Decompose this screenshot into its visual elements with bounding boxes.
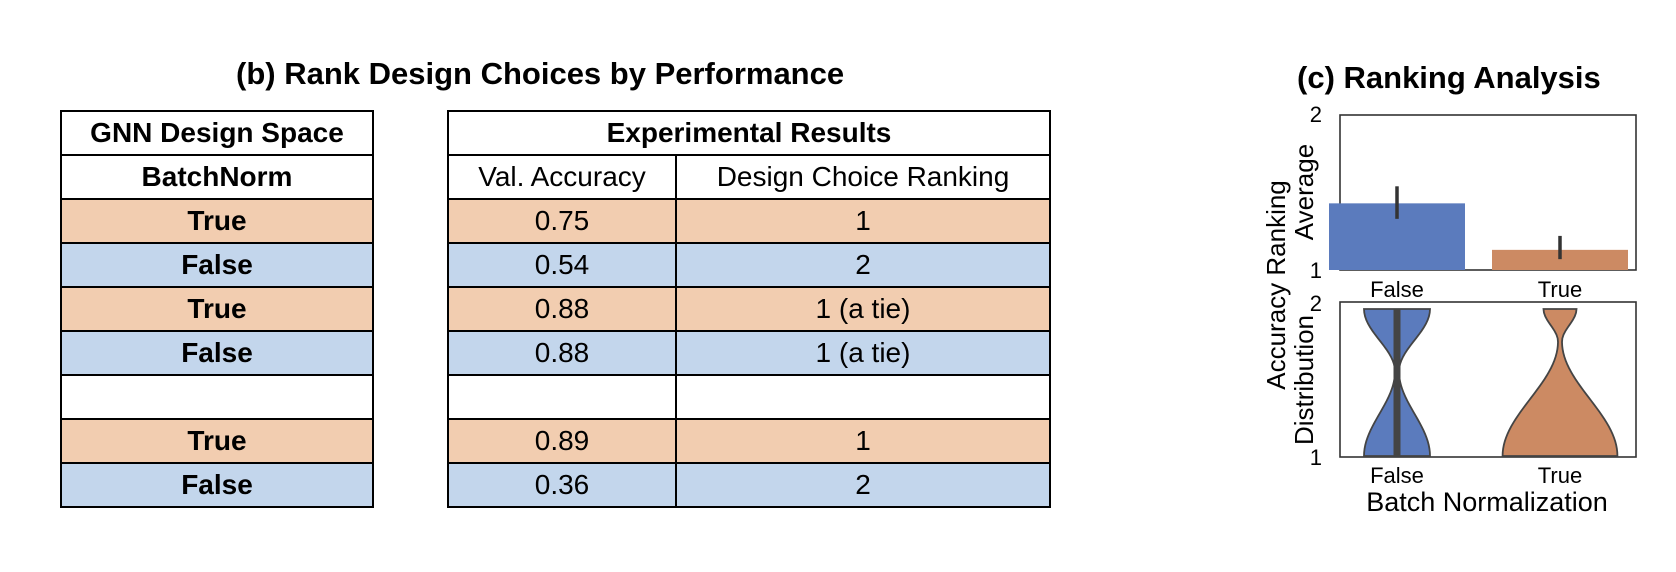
batchnorm-column-header: BatchNorm [60, 154, 374, 200]
accuracy-cell: 0.88 [447, 330, 677, 376]
design-space-cell: False [60, 462, 374, 508]
violin-xtick-label: False [1370, 463, 1424, 488]
accuracy-cell: 0.89 [447, 418, 677, 464]
accuracy-cell-empty [447, 374, 677, 420]
panel-c-title: (c) Ranking Analysis [1297, 60, 1601, 95]
design-space-cell: True [60, 286, 374, 332]
design-space-cell: True [60, 198, 374, 244]
bar-ytick-label: 1 [1310, 258, 1322, 283]
violin-plot-frame [1339, 301, 1637, 458]
accuracy-cell: 0.54 [447, 242, 677, 288]
experimental-results-table: Experimental Results Val. Accuracy Desig… [447, 110, 1051, 508]
val-accuracy-column-header: Val. Accuracy [447, 154, 677, 200]
ranking-cell: 1 [675, 418, 1051, 464]
violin-xtick-label: True [1538, 463, 1582, 488]
average-ranking-bar-chart: 2 1 False True Average [1289, 102, 1637, 302]
bar-plot-frame [1339, 114, 1637, 271]
ranking-cell: 1 [675, 198, 1051, 244]
results-header: Experimental Results [447, 110, 1051, 156]
design-space-cell: False [60, 330, 374, 376]
ranking-cell: 2 [675, 242, 1051, 288]
ranking-cell: 1 (a tie) [675, 286, 1051, 332]
bar-ytick-label: 2 [1310, 102, 1322, 127]
distribution-violin-chart: 2 1 False True Distribution Batch Normal… [1289, 291, 1637, 517]
design-space-header: GNN Design Space [60, 110, 374, 156]
ranking-cell: 1 (a tie) [675, 330, 1051, 376]
violin-ytick-label: 2 [1310, 291, 1322, 316]
shared-ylabel: Accuracy Ranking [1261, 180, 1291, 390]
panel-b-title: (b) Rank Design Choices by Performance [236, 56, 845, 91]
bar-xtick-label: True [1538, 277, 1582, 302]
accuracy-cell: 0.75 [447, 198, 677, 244]
accuracy-cell: 0.88 [447, 286, 677, 332]
chart-xlabel: Batch Normalization [1366, 487, 1608, 517]
ranking-cell: 2 [675, 462, 1051, 508]
design-space-cell-empty [60, 374, 374, 420]
bar-xtick-label: False [1370, 277, 1424, 302]
design-space-table: GNN Design Space BatchNorm True False Tr… [60, 110, 374, 508]
violin-body [1501, 308, 1619, 457]
design-space-cell: True [60, 418, 374, 464]
ranking-column-header: Design Choice Ranking [675, 154, 1051, 200]
violin-ylabel: Distribution [1289, 315, 1319, 445]
ranking-cell-empty [675, 374, 1051, 420]
bar [1492, 249, 1628, 270]
accuracy-cell: 0.36 [447, 462, 677, 508]
ranking-analysis-chart: 2 1 False True Average 2 1 False True Di… [1261, 102, 1637, 517]
violin-ytick-label: 1 [1310, 445, 1322, 470]
bar-ylabel: Average [1289, 144, 1319, 240]
design-space-cell: False [60, 242, 374, 288]
